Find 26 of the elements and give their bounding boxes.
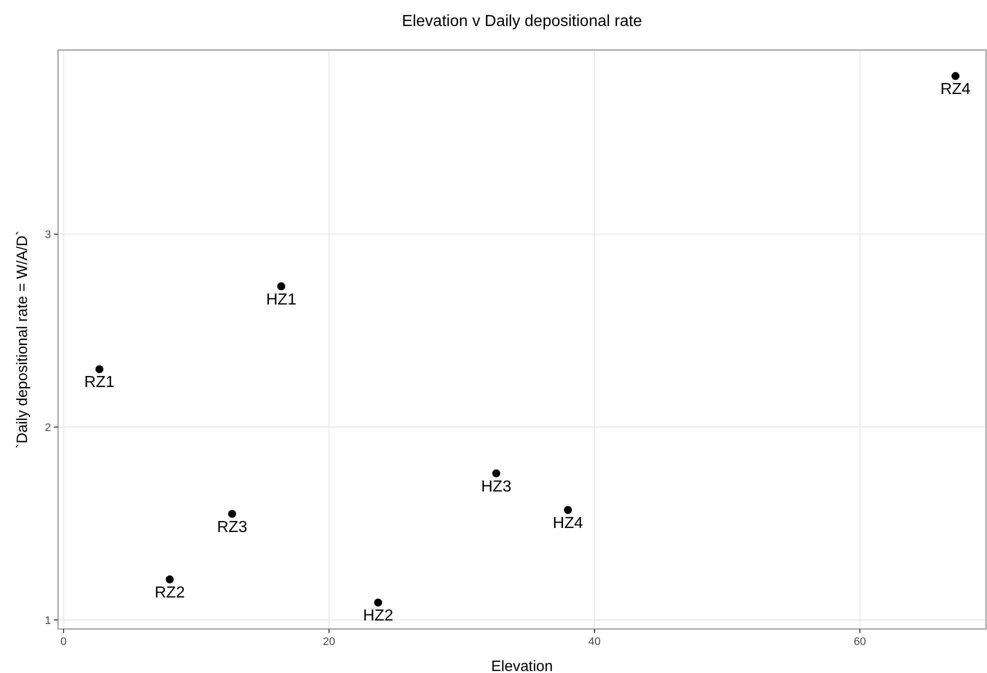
annotation: RZ3 bbox=[217, 518, 248, 536]
x-tick-label: 20 bbox=[322, 636, 336, 648]
y-tick-label: 2 bbox=[44, 422, 51, 434]
y-tick-label: 3 bbox=[44, 229, 51, 242]
y-tick-label: 1 bbox=[44, 614, 51, 627]
x-tick-label: 0 bbox=[60, 636, 67, 648]
point bbox=[564, 506, 572, 514]
point bbox=[95, 365, 104, 374]
point bbox=[492, 469, 500, 478]
point bbox=[951, 72, 960, 80]
y-axis-title: `Daily depositional rate = W/A/D` bbox=[14, 230, 31, 448]
chart-title: Elevation v Daily depositional rate bbox=[402, 13, 642, 30]
x-axis-title: Elevation bbox=[491, 658, 553, 673]
x-tick-label: 40 bbox=[588, 636, 601, 648]
point bbox=[277, 282, 286, 290]
annotation: HZ2 bbox=[363, 608, 394, 625]
annotation: HZ3 bbox=[481, 478, 512, 496]
annotation: RZ1 bbox=[84, 374, 115, 392]
annotation: RZ2 bbox=[154, 584, 185, 602]
point bbox=[166, 575, 174, 584]
annotation: HZ1 bbox=[266, 291, 296, 308]
annotation: HZ4 bbox=[552, 515, 584, 532]
point bbox=[374, 598, 382, 607]
point bbox=[228, 510, 236, 518]
x-tick-label: 60 bbox=[854, 636, 866, 648]
annotation: RZ4 bbox=[940, 81, 971, 98]
